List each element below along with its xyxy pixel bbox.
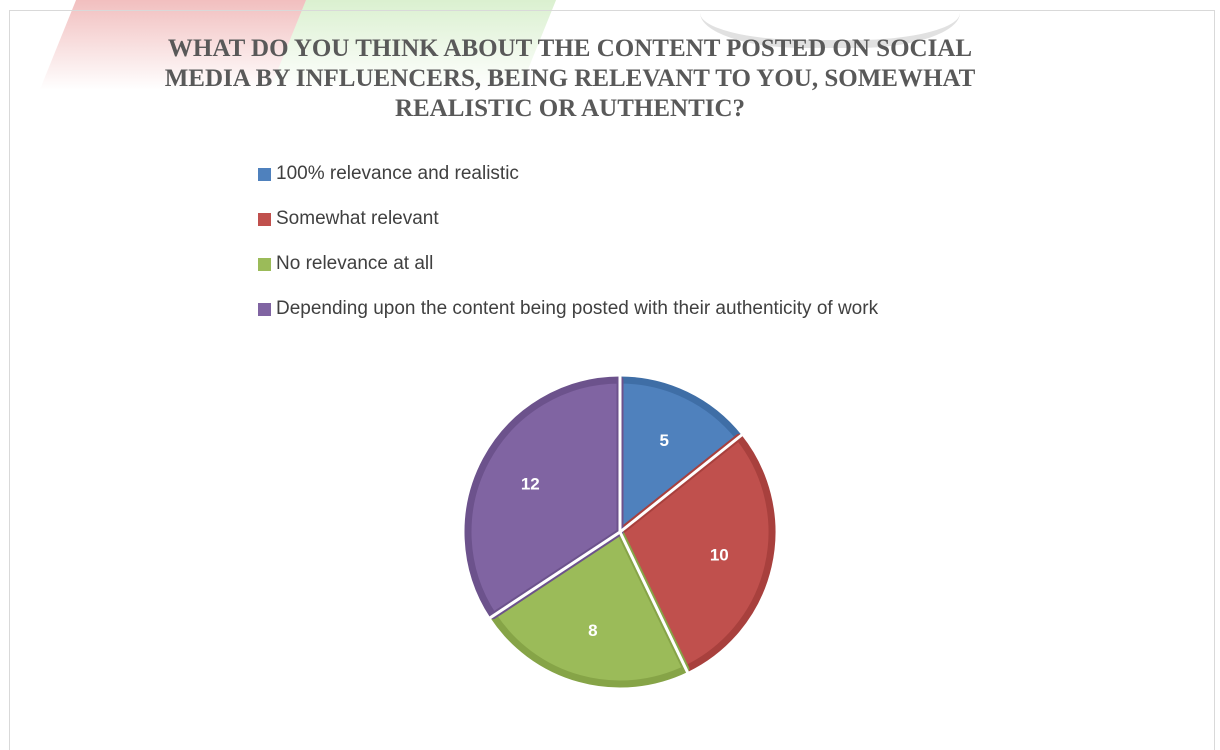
- data-label: 5: [659, 431, 668, 450]
- legend-label: Somewhat relevant: [276, 208, 439, 229]
- chart-title: WHAT DO YOU THINK ABOUT THE CONTENT POST…: [164, 35, 976, 122]
- pie-slice: [616, 433, 776, 673]
- data-label: 8: [588, 621, 597, 640]
- legend-swatch: [258, 167, 271, 181]
- chart-frame: [9, 10, 1215, 750]
- legend-item: No relevance at all: [258, 252, 878, 276]
- pie-chart: 5 10 8 12: [464, 376, 776, 688]
- legend-label: 100% relevance and realistic: [276, 163, 519, 184]
- data-label: 12: [521, 475, 540, 494]
- legend-swatch: [258, 257, 271, 271]
- legend-swatch: [258, 212, 271, 226]
- legend-item: Somewhat relevant: [258, 207, 878, 231]
- legend-item: 100% relevance and realistic: [258, 162, 878, 186]
- legend-label: Depending upon the content being posted …: [276, 298, 879, 319]
- slice-separator: [619, 433, 743, 534]
- slice-separator: [488, 530, 621, 620]
- legend-swatch: [258, 302, 271, 316]
- legend-item: Depending upon the content being posted …: [258, 297, 878, 321]
- data-label: 10: [710, 546, 729, 565]
- legend-label: No relevance at all: [276, 253, 434, 274]
- pie-slice: [616, 376, 743, 536]
- chart-legend: 100% relevance and realistic Somewhat re…: [258, 162, 878, 342]
- slice-separator: [618, 531, 690, 674]
